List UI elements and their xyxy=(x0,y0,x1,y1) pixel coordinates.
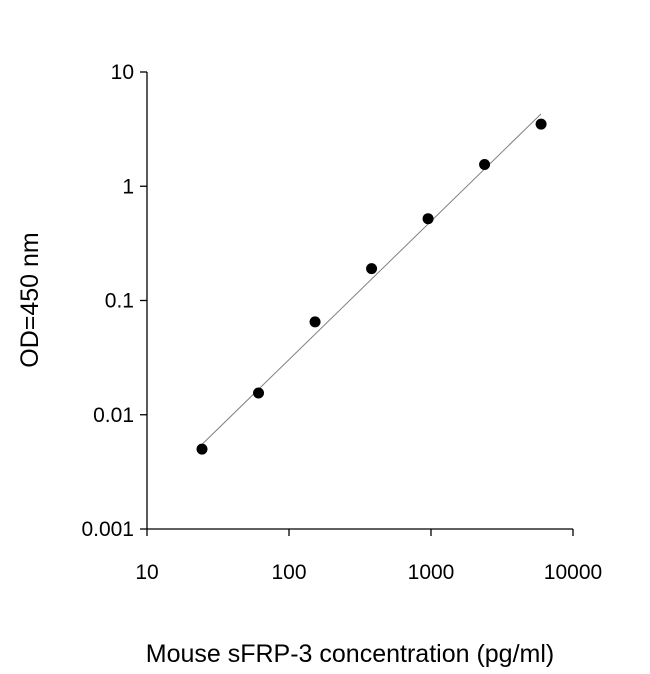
data-point xyxy=(253,387,265,399)
data-point xyxy=(422,213,434,225)
x-axis-title: Mouse sFRP-3 concentration (pg/ml) xyxy=(146,640,554,668)
trendline-group xyxy=(201,113,542,445)
tick-labels: 0.001 0.01 0.1 1 10 10 100 1000 10000 xyxy=(81,61,602,584)
data-point xyxy=(196,443,208,455)
data-point xyxy=(309,316,321,328)
x-tick-label: 1000 xyxy=(408,561,455,584)
x-tick-label: 10000 xyxy=(544,561,602,584)
x-tick-label: 100 xyxy=(271,561,306,584)
y-tick-label: 1 xyxy=(122,175,134,198)
y-axis-title: OD=450 nm xyxy=(16,232,44,368)
y-tick-label: 0.001 xyxy=(81,518,134,541)
data-point xyxy=(366,263,378,275)
data-points xyxy=(196,118,547,455)
x-tick-label: 10 xyxy=(135,561,158,584)
y-tick-label: 0.1 xyxy=(105,290,134,313)
trendline xyxy=(201,113,542,445)
axes xyxy=(140,71,574,536)
y-tick-label: 10 xyxy=(111,61,134,84)
y-tick-label: 0.01 xyxy=(93,404,134,427)
data-point xyxy=(535,118,547,130)
data-point xyxy=(479,159,491,171)
